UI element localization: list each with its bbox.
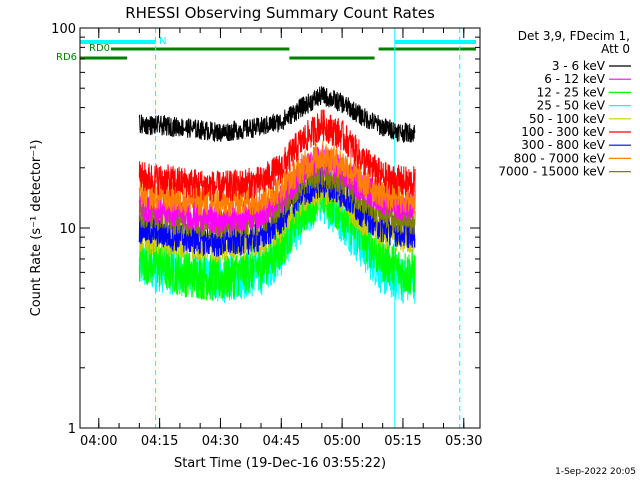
legend-label-6: 100 - 300 keV — [521, 125, 605, 139]
legend-label-1: 3 - 6 keV — [552, 59, 606, 73]
footer-timestamp: 1-Sep-2022 20:05 — [555, 467, 636, 477]
series-line-8 — [138, 140, 416, 217]
axes: 1 10 100 04:00 04:15 04:30 04:45 05:00 05:15 05:3… — [51, 22, 482, 449]
legend-header-line2: Att 0 — [601, 42, 630, 56]
series-line-1 — [138, 86, 416, 143]
x-tick-label: 04:00 — [80, 434, 117, 449]
plot-area — [138, 28, 461, 428]
legend-label-8: 800 - 7000 keV — [514, 151, 606, 165]
x-tick-label: 04:30 — [202, 434, 239, 449]
flag-rd0-label: RD0 — [89, 43, 110, 54]
legend-label-4: 25 - 50 keV — [537, 99, 606, 113]
x-axis-label: Start Time (19-Dec-16 03:55:22) — [174, 456, 386, 471]
legend-label-9: 7000 - 15000 keV — [498, 165, 605, 179]
y-tick-label: 100 — [51, 22, 76, 37]
x-tick-label: 05:15 — [384, 434, 421, 449]
series-line-6 — [138, 109, 416, 202]
flag-rd6-label: RD6 — [56, 52, 77, 63]
y-tick-label: 10 — [59, 222, 76, 237]
flag-bars: N RD0 RD6 — [56, 36, 476, 63]
legend-label-5: 50 - 100 keV — [529, 112, 606, 126]
legend-label-3: 12 - 25 keV — [537, 85, 606, 99]
y-axis-label: Count Rate (s⁻¹ detector⁻¹) — [29, 140, 44, 317]
x-tick-label: 05:30 — [445, 434, 482, 449]
y-tick-label: 1 — [68, 422, 76, 437]
chart-title: RHESSI Observing Summary Count Rates — [125, 4, 435, 22]
legend-label-2: 6 - 12 keV — [544, 72, 606, 86]
legend-label-7: 300 - 800 keV — [521, 138, 605, 152]
flag-n-label: N — [159, 36, 166, 47]
x-tick-label: 04:15 — [141, 434, 178, 449]
x-tick-label: 04:45 — [263, 434, 300, 449]
x-tick-label: 05:00 — [323, 434, 360, 449]
legend-header-line1: Det 3,9, FDecim 1, — [518, 29, 630, 43]
